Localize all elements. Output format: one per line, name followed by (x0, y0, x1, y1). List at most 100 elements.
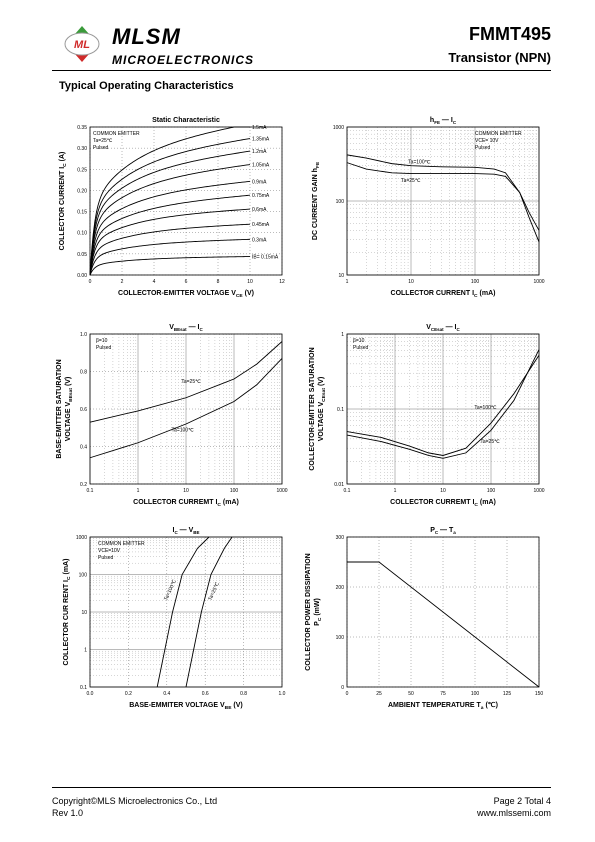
x-tick-label: 0.0 (87, 691, 94, 697)
series-label: Ta=100℃ (172, 428, 195, 434)
section-title: Typical Operating Characteristics (59, 80, 234, 92)
x-tick-label: 1 (394, 488, 397, 494)
vbesat-vs-ic-chart: 0.1 1 10 100 1000 0.2 0.4 0.6 0.8 1.0 VBEsat — IC C… (56, 324, 288, 508)
x-tick-label: 150 (535, 691, 544, 697)
x-tick-label: 0.1 (87, 488, 94, 494)
y-tick-label: 100 (79, 573, 88, 579)
x-tick-label: 0 (89, 279, 92, 285)
x-axis-label: COLLECTOR CURREMT IC (mA) (390, 499, 496, 508)
y-tick-label: 0.05 (77, 252, 87, 258)
y-tick-label: 200 (336, 585, 345, 591)
series-line (89, 194, 251, 276)
y-tick-label: 0.2 (80, 482, 87, 488)
y-tick-label: 10 (81, 610, 87, 616)
series-line (89, 238, 251, 276)
chart-legend-text: Pulsed (353, 345, 369, 351)
x-tick-label: 10 (408, 279, 414, 285)
chart-legend-text: Pulsed (93, 145, 109, 151)
website-link[interactable]: www.mlssemi.com (476, 808, 551, 818)
y-axis-label-2: VOLTAGE VCEsat (V) (318, 377, 327, 442)
y-tick-label: 1000 (76, 535, 87, 541)
series-label: 1.2mA (252, 149, 267, 155)
chart-legend-text: COMMON EMITTER (98, 541, 145, 547)
plot-frame (89, 126, 283, 276)
x-tick-label: 6 (185, 279, 188, 285)
chart-legend-text: VCE=10V (98, 548, 121, 554)
y-tick-label: 0.8 (80, 370, 87, 376)
chart-title: Static Characteristic (152, 117, 220, 124)
chart-title: VCEsat — IC (426, 324, 460, 332)
x-tick-label: 0.2 (125, 691, 132, 697)
x-tick-label: 0.8 (240, 691, 247, 697)
chart-legend-text: β=10 (353, 338, 365, 344)
header-rule (52, 70, 551, 71)
series-label: 1.35mA (252, 137, 270, 143)
series-line (346, 349, 540, 459)
series-label: Ta=25℃ (401, 178, 421, 184)
logo-mark-icon: ML (64, 26, 100, 62)
revision: Rev 1.0 (52, 808, 84, 818)
chart-title: hFE — IC (430, 117, 457, 125)
series-label: Ta=25℃ (181, 379, 201, 385)
x-tick-label: 1 (346, 279, 349, 285)
series-label: 0.45mA (252, 222, 270, 228)
series-line (347, 561, 540, 688)
x-tick-label: 100 (487, 488, 496, 494)
series-label: 0.3mA (252, 237, 267, 243)
chart-legend-text: COMMON EMITTER (93, 131, 140, 137)
x-tick-label: 50 (408, 691, 414, 697)
series-line (89, 164, 251, 276)
chart-legend-text: Pulsed (98, 555, 114, 561)
y-axis-label: BASE-EMITTER SATURATION (56, 359, 63, 458)
x-axis-label: COLLECTOR CURRENT IC (mA) (391, 290, 496, 299)
y-axis-label-2: PC (mW) (314, 598, 323, 626)
x-tick-label: 0.1 (344, 488, 351, 494)
y-axis-label: COLLECTOR CURRENT IC (A) (59, 152, 68, 251)
x-tick-label: 8 (217, 279, 220, 285)
chart-legend-text: Pulsed (475, 145, 491, 151)
series-line (346, 355, 540, 456)
x-tick-label: 100 (471, 691, 480, 697)
company-logo: ML (52, 22, 112, 66)
y-tick-label: 0.1 (80, 685, 87, 691)
x-tick-label: 100 (471, 279, 480, 285)
part-number: FMMT495 (468, 24, 551, 44)
chart-title: VBEsat — IC (169, 324, 203, 332)
y-tick-label: 1 (341, 332, 344, 338)
y-tick-label: 300 (336, 535, 345, 541)
x-tick-label: 2 (121, 279, 124, 285)
plot-grid (89, 536, 283, 688)
y-tick-label: 0.10 (77, 231, 87, 237)
y-tick-label: 100 (336, 199, 345, 205)
y-tick-label: 0.20 (77, 188, 87, 194)
plot-grid (346, 333, 540, 485)
x-tick-label: 25 (376, 691, 382, 697)
series-label: 0.75mA (252, 193, 270, 199)
x-tick-label: 1000 (276, 488, 287, 494)
series-line (89, 358, 283, 459)
series-line (89, 138, 251, 276)
chart-title: IC — VBE (172, 527, 199, 535)
series-label: IB= 0.15mA (252, 255, 279, 261)
y-tick-label: 100 (336, 635, 345, 641)
x-tick-label: 1000 (533, 488, 544, 494)
ic-vs-vbe-chart: 0.0 0.2 0.4 0.6 0.8 1.0 0.1 1 10 100 1000 IC — VBE B… (63, 527, 286, 711)
y-tick-label: 0.01 (334, 482, 344, 488)
plot-frame (346, 126, 540, 276)
y-axis-label-2: VOLTAGE VBEsat (V) (65, 377, 74, 442)
plot-frame (89, 333, 283, 485)
part-type: Transistor (NPN) (448, 50, 551, 65)
x-tick-label: 10 (247, 279, 253, 285)
series-label: 1.05mA (252, 163, 270, 169)
y-tick-label: 0.30 (77, 146, 87, 152)
y-axis-label: COLLECTOR CUR RENT IC (mA) (63, 559, 72, 666)
x-axis-label: BASE-EMMITER VOLTAGE VBE (V) (129, 702, 243, 711)
series-label: Ta=25℃ (207, 581, 221, 601)
x-tick-label: 10 (183, 488, 189, 494)
y-tick-label: 0.35 (77, 125, 87, 131)
y-tick-label: 0.15 (77, 210, 87, 216)
y-tick-label: 10 (338, 273, 344, 279)
y-tick-label: 1.0 (80, 332, 87, 338)
series-line (185, 536, 233, 688)
x-axis-label: AMBIENT TEMPERATURE Ta (℃) (388, 701, 498, 711)
